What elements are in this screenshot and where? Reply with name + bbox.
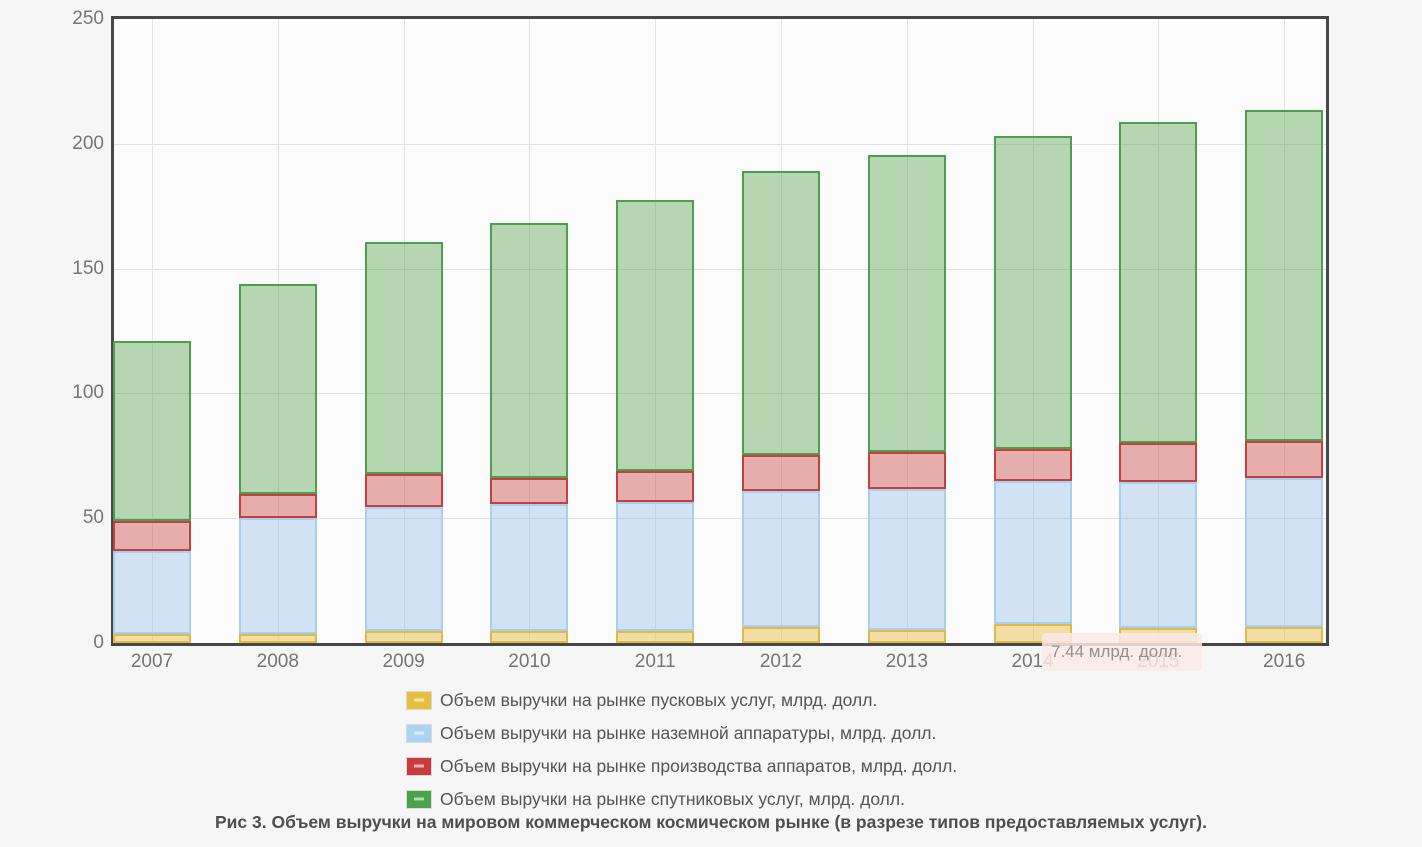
bar-segment[interactable] <box>993 448 1072 482</box>
gridline-vertical <box>655 19 657 643</box>
bar-segment[interactable] <box>238 633 317 643</box>
bar-segment[interactable] <box>1245 440 1324 478</box>
y-tick-label: 200 <box>72 132 104 154</box>
y-tick-label: 150 <box>72 257 104 279</box>
gridline-horizontal <box>114 268 1326 270</box>
legend-item-launch-services[interactable]: Объем выручки на рынке пусковых услуг, м… <box>406 689 957 710</box>
bar-segment[interactable] <box>1119 122 1198 444</box>
x-tick-label: 2009 <box>382 651 425 672</box>
legend-label: Объем выручки на рынке спутниковых услуг… <box>440 788 905 809</box>
bar-segment[interactable] <box>490 631 569 643</box>
gridline-horizontal <box>114 393 1326 395</box>
bar-segment[interactable] <box>616 502 695 631</box>
gridline-vertical <box>1158 19 1160 643</box>
legend-item-ground-equipment[interactable]: Объем выручки на рынке наземной аппарату… <box>406 722 957 743</box>
bar-segment[interactable] <box>113 340 191 521</box>
legend-label: Объем выручки на рынке производства аппа… <box>440 755 958 776</box>
y-tick-label: 250 <box>72 8 104 29</box>
chart-tooltip: 7.44 млрд. долл. <box>1042 633 1202 671</box>
bar-segment[interactable] <box>113 520 191 551</box>
bar-segment[interactable] <box>616 470 695 503</box>
gridline-vertical <box>529 19 531 643</box>
bar-segment[interactable] <box>113 634 191 643</box>
x-tick-label: 2008 <box>256 651 299 672</box>
bar-segment[interactable] <box>742 170 820 456</box>
gridline-horizontal <box>114 143 1326 145</box>
bar-segment[interactable] <box>867 489 946 630</box>
bar-segment[interactable] <box>993 481 1072 625</box>
gridline-vertical <box>1284 19 1286 643</box>
gridline-vertical <box>403 19 405 643</box>
x-tick-label: 2012 <box>759 651 803 672</box>
x-tick-label: 2011 <box>634 651 676 672</box>
bar-segment[interactable] <box>238 283 317 494</box>
gridline-vertical <box>1032 19 1034 643</box>
bar-segment[interactable] <box>867 154 946 452</box>
bar-segment[interactable] <box>364 241 443 474</box>
bar-segment[interactable] <box>1119 482 1198 628</box>
bar-segment[interactable] <box>238 517 317 634</box>
x-tick-label: 2010 <box>508 651 551 672</box>
gridline-vertical <box>906 19 908 643</box>
gridline-vertical <box>781 19 782 643</box>
legend-swatch-green-icon <box>406 789 432 809</box>
legend-swatch-yellow-icon <box>406 690 432 710</box>
legend-item-satellite-services[interactable]: Объем выручки на рынке спутниковых услуг… <box>406 788 957 809</box>
legend-swatch-red-icon <box>406 756 432 776</box>
bar-segment[interactable] <box>490 478 569 505</box>
bar-segment[interactable] <box>1119 443 1198 482</box>
x-tick-label: 2016 <box>1263 651 1306 672</box>
bar-segment[interactable] <box>993 135 1072 449</box>
bar-segment[interactable] <box>1245 477 1324 628</box>
bar-segment[interactable] <box>867 451 946 490</box>
bar-segment[interactable] <box>1245 627 1324 643</box>
bar-segment[interactable] <box>238 493 317 518</box>
bar-segment[interactable] <box>616 200 695 471</box>
y-tick-label: 100 <box>72 382 104 404</box>
plot-area <box>111 16 1329 646</box>
bar-segment[interactable] <box>1245 109 1324 441</box>
y-tick-label: 0 <box>93 632 104 653</box>
x-tick-label: 2013 <box>885 651 928 672</box>
bar-segment[interactable] <box>742 455 820 491</box>
y-tick-label: 50 <box>82 507 104 529</box>
bar-segment[interactable] <box>742 627 820 643</box>
bar-segment[interactable] <box>490 504 569 632</box>
bar-segment[interactable] <box>742 490 820 628</box>
gridline-vertical <box>152 19 153 643</box>
bar-segment[interactable] <box>490 223 569 479</box>
figure-caption: Рис 3. Объем выручки на мировом коммерче… <box>215 812 1207 832</box>
x-tick-label: 2007 <box>130 651 174 672</box>
legend-item-satellite-manufacturing[interactable]: Объем выручки на рынке производства аппа… <box>406 755 958 776</box>
bar-segment[interactable] <box>364 473 443 508</box>
legend-label: Объем выручки на рынке наземной аппарату… <box>440 722 937 743</box>
chart-legend: Объем выручки на рынке пусковых услуг, м… <box>406 689 958 823</box>
legend-swatch-blue-icon <box>406 723 432 743</box>
bar-segment[interactable] <box>364 631 443 643</box>
gridline-horizontal <box>114 518 1326 520</box>
bar-segment[interactable] <box>113 550 191 635</box>
gridline-vertical <box>277 19 279 643</box>
bar-segment[interactable] <box>616 631 695 643</box>
legend-label: Объем выручки на рынке пусковых услуг, м… <box>440 689 878 710</box>
bar-segment[interactable] <box>364 507 443 631</box>
bar-segment[interactable] <box>867 630 946 643</box>
